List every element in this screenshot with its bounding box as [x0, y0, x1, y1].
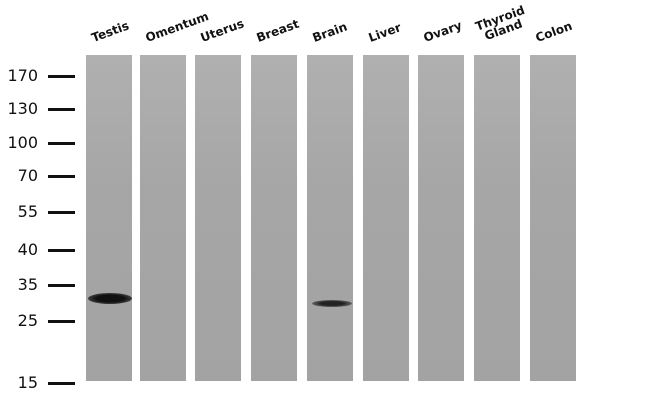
- marker-tick: [48, 175, 75, 178]
- lane: [86, 55, 132, 381]
- lane-label: Thyroid Gland: [473, 2, 527, 44]
- lane-label: Colon: [533, 18, 575, 45]
- lane-label: Breast: [254, 16, 301, 45]
- lane: [530, 55, 576, 381]
- marker-label: 170: [7, 66, 38, 85]
- marker-tick: [48, 75, 75, 78]
- marker-tick: [48, 284, 75, 287]
- marker-tick: [48, 320, 75, 323]
- marker-label: 130: [7, 99, 38, 118]
- marker-tick: [48, 142, 75, 145]
- marker-tick: [48, 249, 75, 252]
- marker-label: 70: [17, 166, 38, 185]
- marker-label: 100: [7, 133, 38, 152]
- marker-tick: [48, 382, 75, 385]
- lane-label: Liver: [366, 20, 403, 45]
- lane-label: Brain: [310, 19, 350, 45]
- lane: [418, 55, 464, 381]
- marker-label: 25: [17, 311, 38, 330]
- marker-label: 40: [17, 240, 38, 259]
- band: [312, 300, 352, 307]
- lane: [195, 55, 241, 381]
- marker-label: 35: [17, 275, 38, 294]
- lane: [307, 55, 353, 381]
- band: [88, 293, 132, 304]
- lane: [251, 55, 297, 381]
- marker-label: 55: [17, 202, 38, 221]
- marker-label: 15: [17, 373, 38, 392]
- marker-tick: [48, 108, 75, 111]
- lane: [363, 55, 409, 381]
- lane-label: Testis: [89, 18, 131, 45]
- lane: [474, 55, 520, 381]
- marker-tick: [48, 211, 75, 214]
- lane-label: Ovary: [421, 18, 464, 45]
- lane: [140, 55, 186, 381]
